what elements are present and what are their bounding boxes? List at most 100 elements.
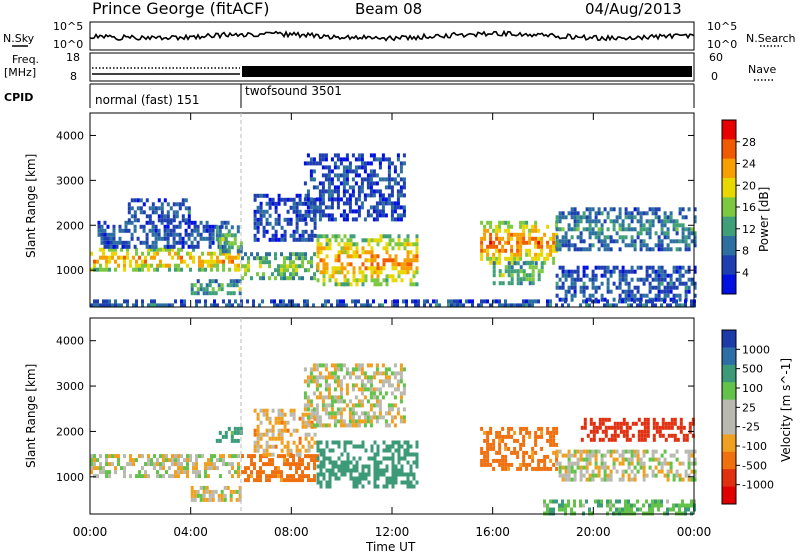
power-colorbar-swatch	[722, 197, 736, 218]
heatmap-cell	[343, 278, 347, 283]
heatmap-cell	[202, 236, 206, 241]
heatmap-cell	[316, 448, 320, 453]
heatmap-cell	[337, 258, 341, 263]
heatmap-cell	[391, 258, 395, 263]
heatmap-cell	[151, 228, 155, 233]
heatmap-cell	[603, 243, 607, 248]
heatmap-cell	[330, 363, 334, 368]
heatmap-cell	[360, 181, 364, 186]
heatmap-cell	[319, 270, 323, 275]
heatmap-cell	[630, 469, 634, 474]
heatmap-cell	[298, 201, 302, 206]
heatmap-cell	[537, 462, 541, 467]
heatmap-cell	[582, 285, 586, 290]
noise-right-tick-top: 10^5	[707, 20, 737, 33]
heatmap-cell	[654, 231, 658, 236]
heatmap-cell	[100, 228, 104, 233]
heatmap-cell	[576, 449, 580, 454]
heatmap-cell	[609, 289, 613, 294]
heatmap-cell	[301, 256, 304, 261]
heatmap-cell	[498, 248, 502, 253]
heatmap-cell	[660, 273, 664, 278]
heatmap-cell	[456, 303, 459, 308]
heatmap-cell	[576, 273, 580, 278]
heatmap-cell	[318, 213, 322, 218]
heatmap-cell	[588, 303, 591, 308]
heatmap-cell	[693, 269, 697, 274]
heatmap-cell	[315, 423, 319, 428]
heatmap-cell	[669, 303, 672, 308]
heatmap-cell	[336, 153, 340, 158]
heatmap-cell	[679, 417, 683, 422]
heatmap-cell	[390, 407, 394, 412]
heatmap-cell	[561, 285, 565, 290]
heatmap-cell	[363, 303, 366, 308]
heatmap-cell	[256, 209, 260, 214]
velocity-ylabel: Slant Range [km]	[24, 364, 38, 468]
heatmap-cell	[304, 193, 308, 198]
heatmap-cell	[679, 425, 683, 430]
heatmap-cell	[633, 449, 637, 454]
heatmap-cell	[450, 299, 453, 304]
heatmap-cell	[396, 371, 400, 376]
heatmap-cell	[224, 430, 228, 435]
heatmap-cell	[379, 468, 383, 473]
heatmap-cell	[274, 205, 278, 210]
heatmap-cell	[283, 458, 286, 463]
heatmap-cell	[394, 476, 398, 481]
heatmap-cell	[385, 480, 389, 485]
heatmap-cell	[618, 281, 622, 286]
heatmap-cell	[558, 239, 562, 244]
heatmap-cell	[687, 227, 691, 232]
heatmap-cell	[660, 453, 664, 458]
heatmap-cell	[236, 245, 240, 250]
heatmap-cell	[643, 421, 647, 426]
heatmap-cell	[307, 454, 310, 459]
heatmap-cell	[660, 281, 664, 286]
heatmap-cell	[313, 440, 317, 445]
heatmap-cell	[549, 442, 553, 447]
heatmap-cell	[390, 177, 394, 182]
heatmap-cell	[208, 236, 212, 241]
heatmap-cell	[204, 474, 207, 479]
y-tick-label: 3000	[56, 174, 84, 187]
heatmap-cell	[201, 454, 204, 459]
heatmap-cell	[148, 244, 152, 249]
heatmap-cell	[183, 299, 186, 304]
heatmap-cell	[348, 185, 352, 190]
heatmap-cell	[180, 454, 183, 459]
heatmap-cell	[156, 251, 159, 256]
heatmap-cell	[358, 278, 362, 283]
heatmap-cell	[654, 207, 658, 212]
heatmap-cell	[519, 248, 523, 253]
heatmap-cell	[388, 254, 392, 259]
heatmap-cell	[378, 403, 382, 408]
heatmap-cell	[121, 244, 125, 249]
heatmap-cell	[233, 438, 237, 443]
heatmap-cell	[202, 228, 206, 233]
heatmap-cell	[343, 444, 347, 449]
heatmap-cell	[265, 256, 268, 261]
heatmap-cell	[301, 229, 305, 234]
heatmap-cell	[412, 476, 416, 481]
heatmap-cell	[283, 420, 287, 425]
heatmap-cell	[274, 470, 277, 475]
heatmap-cell	[357, 153, 361, 158]
heatmap-cell	[366, 419, 370, 424]
heatmap-cell	[339, 303, 342, 308]
power-echo-region	[492, 261, 544, 286]
heatmap-cell	[208, 228, 212, 233]
heatmap-cell	[196, 287, 200, 292]
heatmap-cell	[654, 243, 658, 248]
heatmap-cell	[354, 363, 358, 368]
heatmap-cell	[370, 270, 374, 275]
heatmap-cell	[247, 256, 250, 261]
heatmap-cell	[639, 211, 643, 216]
heatmap-cell	[669, 469, 673, 474]
heatmap-cell	[183, 303, 186, 308]
heatmap-cell	[603, 207, 607, 212]
heatmap-cell	[666, 243, 670, 248]
heatmap-cell	[555, 426, 559, 431]
heatmap-cell	[237, 454, 240, 459]
freq-label-1: Freq.	[12, 53, 39, 66]
